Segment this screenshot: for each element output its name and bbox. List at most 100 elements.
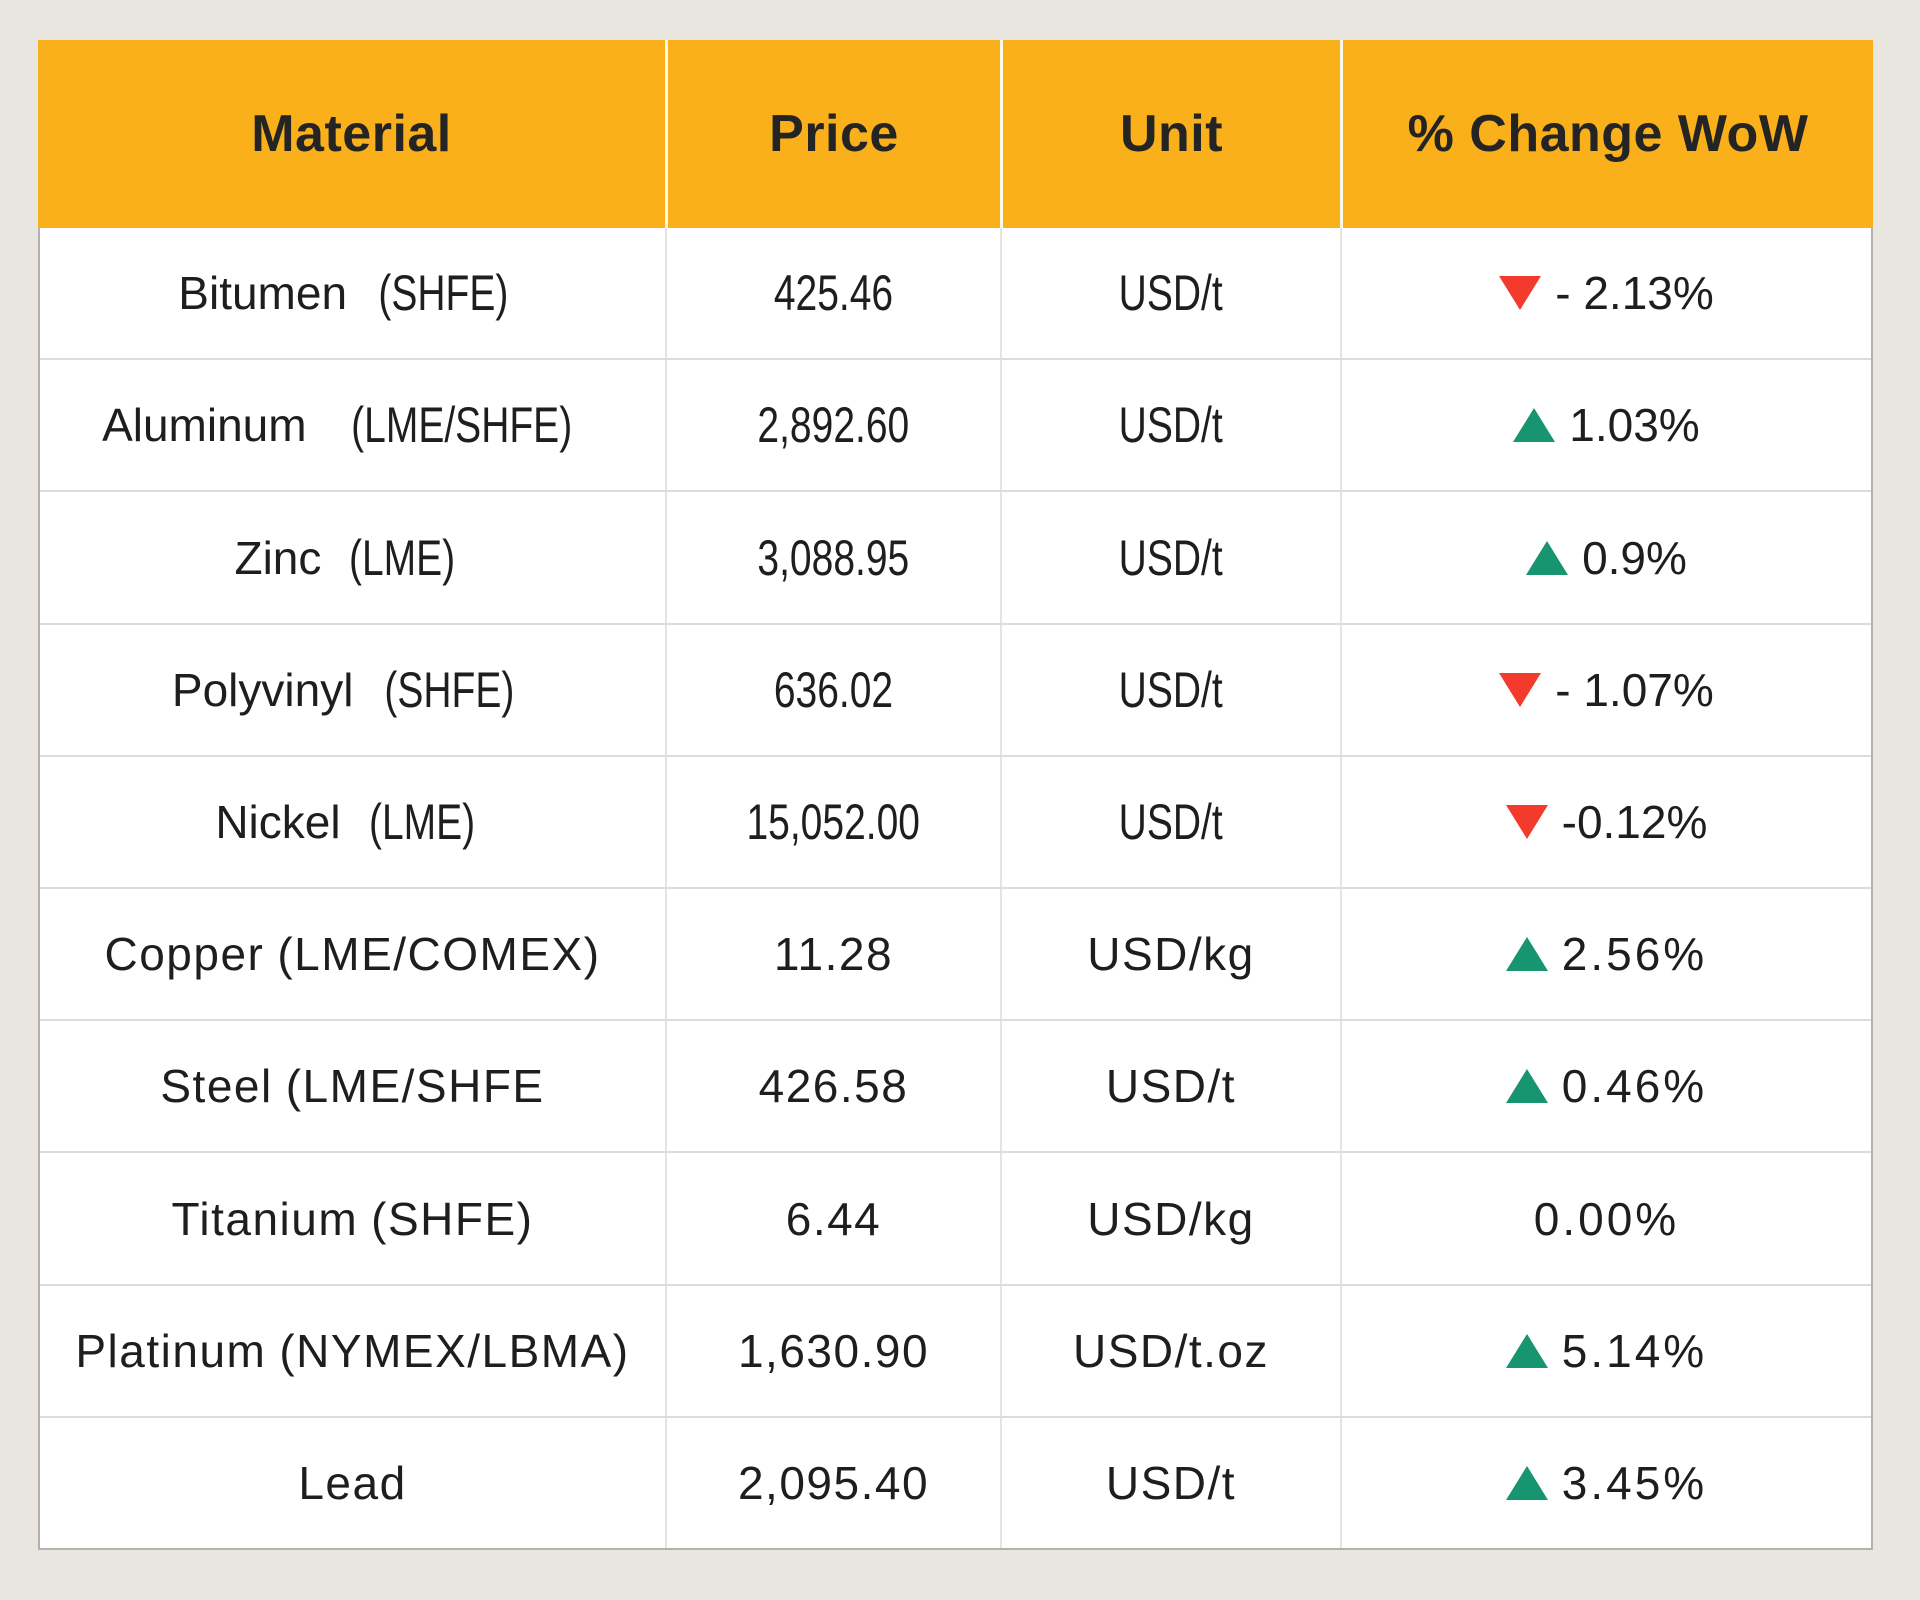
price-value: 1,630.90 (737, 1324, 930, 1377)
price-cell: 636.02 (665, 624, 1000, 755)
material-name: Bitumen (178, 267, 348, 320)
price-value: 11.28 (773, 928, 894, 981)
price-value: 636.02 (773, 661, 894, 718)
material-exchange: (SHFE) (371, 1192, 534, 1245)
materials-price-table: Material Price Unit % Change WoW Bitumen… (38, 40, 1873, 1550)
material-cell: Lead (40, 1418, 665, 1548)
unit-value: USD/kg (1087, 1192, 1255, 1245)
material-name: Polyvinyl (171, 663, 354, 716)
unit-value: USD/t (1118, 661, 1224, 718)
material-cell: Copper (LME/COMEX) (40, 889, 665, 1019)
price-value: 6.44 (785, 1192, 882, 1245)
change-value: - 1.07% (1555, 663, 1714, 716)
table-row: Copper (LME/COMEX) 11.28 USD/kg 2.56% (40, 887, 1871, 1020)
change-cell: - 1.07% (1340, 624, 1871, 755)
unit-value: USD/t (1118, 397, 1224, 454)
change-value: -0.12% (1561, 795, 1708, 848)
change-cell: 0.46% (1340, 1021, 1871, 1152)
unit-cell: USD/kg (1000, 889, 1340, 1020)
col-header-price: Price (665, 40, 1000, 228)
unit-cell: USD/t (1000, 1417, 1340, 1549)
price-cell: 2,095.40 (665, 1417, 1000, 1549)
change-value: 3.45% (1561, 1456, 1708, 1509)
price-value: 2,892.60 (757, 397, 910, 454)
material-cell: Zinc (LME) (40, 492, 665, 622)
price-value: 15,052.00 (746, 793, 921, 850)
material-exchange: (LME) (368, 793, 475, 850)
down-arrow-icon (1499, 672, 1542, 707)
table-row: Lead 2,095.40 USD/t 3.45% (40, 1415, 1871, 1549)
up-arrow-icon (1526, 540, 1569, 575)
price-value: 2,095.40 (737, 1456, 930, 1509)
unit-cell: USD/t (1000, 228, 1340, 359)
material-cell: Bitumen (SHFE) (40, 228, 665, 358)
unit-cell: USD/t.oz (1000, 1285, 1340, 1416)
col-header-change-wow: % Change WoW (1340, 40, 1873, 228)
price-cell: 3,088.95 (665, 492, 1000, 623)
up-arrow-icon (1505, 1333, 1548, 1368)
table-row: Polyvinyl (SHFE) 636.02 USD/t - 1.07% (40, 622, 1871, 755)
material-exchange: (SHFE) (378, 265, 509, 322)
change-cell: 3.45% (1340, 1417, 1871, 1549)
material-exchange: (LME/SHFE) (350, 397, 572, 454)
unit-value: USD/t (1105, 1456, 1237, 1509)
material-name: Platinum (75, 1324, 267, 1377)
unit-cell: USD/t (1000, 756, 1340, 888)
change-cell: 0.00% (1340, 1153, 1871, 1284)
change-cell: 2.56% (1340, 889, 1871, 1020)
unit-value: USD/t (1118, 265, 1224, 322)
down-arrow-icon (1505, 804, 1548, 839)
material-cell: Titanium (SHFE) (40, 1153, 665, 1283)
table-row: Aluminum (LME/SHFE) 2,892.60 USD/t 1.03% (40, 358, 1871, 491)
unit-value: USD/t (1118, 529, 1224, 586)
unit-cell: USD/t (1000, 360, 1340, 491)
up-arrow-icon (1505, 1465, 1548, 1500)
price-cell: 11.28 (665, 889, 1000, 1020)
down-arrow-icon (1499, 276, 1542, 311)
col-header-unit: Unit (1000, 40, 1340, 228)
table-row: Nickel (LME) 15,052.00 USD/t -0.12% (40, 754, 1871, 888)
material-name: Titanium (171, 1192, 359, 1245)
material-exchange: (LME/COMEX) (277, 928, 601, 981)
price-cell: 1,630.90 (665, 1285, 1000, 1416)
material-name: Aluminum (102, 399, 307, 452)
material-exchange: (LME) (349, 529, 456, 586)
unit-value: USD/t (1118, 793, 1224, 850)
material-exchange: (SHFE) (384, 661, 515, 718)
price-value: 3,088.95 (757, 529, 910, 586)
up-arrow-icon (1513, 408, 1556, 443)
unit-cell: USD/t (1000, 492, 1340, 623)
table-row: Bitumen (SHFE) 425.46 USD/t - 2.13% (40, 228, 1871, 359)
table-row: Titanium (SHFE) 6.44 USD/kg 0.00% (40, 1151, 1871, 1284)
change-value: 0.9% (1582, 531, 1687, 584)
table-row: Steel (LME/SHFE 426.58 USD/t 0.46% (40, 1019, 1871, 1152)
table-body: Bitumen (SHFE) 425.46 USD/t - 2.13% Alum… (38, 228, 1873, 1550)
change-value: - 2.13% (1555, 267, 1714, 320)
material-name: Nickel (215, 795, 341, 848)
unit-cell: USD/t (1000, 1021, 1340, 1152)
material-cell: Polyvinyl (SHFE) (40, 625, 665, 755)
change-value: 5.14% (1561, 1324, 1708, 1377)
change-value: 0.46% (1561, 1060, 1708, 1113)
change-value: 2.56% (1561, 928, 1708, 981)
change-cell: -0.12% (1340, 756, 1871, 888)
change-cell: 1.03% (1340, 360, 1871, 491)
material-name: Lead (298, 1456, 407, 1509)
price-value: 426.58 (758, 1060, 909, 1113)
table-header-row: Material Price Unit % Change WoW (38, 40, 1873, 228)
material-cell: Platinum (NYMEX/LBMA) (40, 1286, 665, 1416)
unit-cell: USD/t (1000, 624, 1340, 755)
change-value: 1.03% (1569, 399, 1700, 452)
price-cell: 6.44 (665, 1153, 1000, 1284)
material-cell: Aluminum (LME/SHFE) (40, 360, 665, 490)
change-cell: 5.14% (1340, 1285, 1871, 1416)
price-cell: 2,892.60 (665, 360, 1000, 491)
price-cell: 426.58 (665, 1021, 1000, 1152)
material-exchange: (NYMEX/LBMA) (279, 1324, 630, 1377)
col-header-material: Material (251, 105, 452, 163)
unit-value: USD/t (1105, 1060, 1237, 1113)
unit-value: USD/kg (1087, 928, 1255, 981)
unit-cell: USD/kg (1000, 1153, 1340, 1284)
change-cell: 0.9% (1340, 492, 1871, 623)
